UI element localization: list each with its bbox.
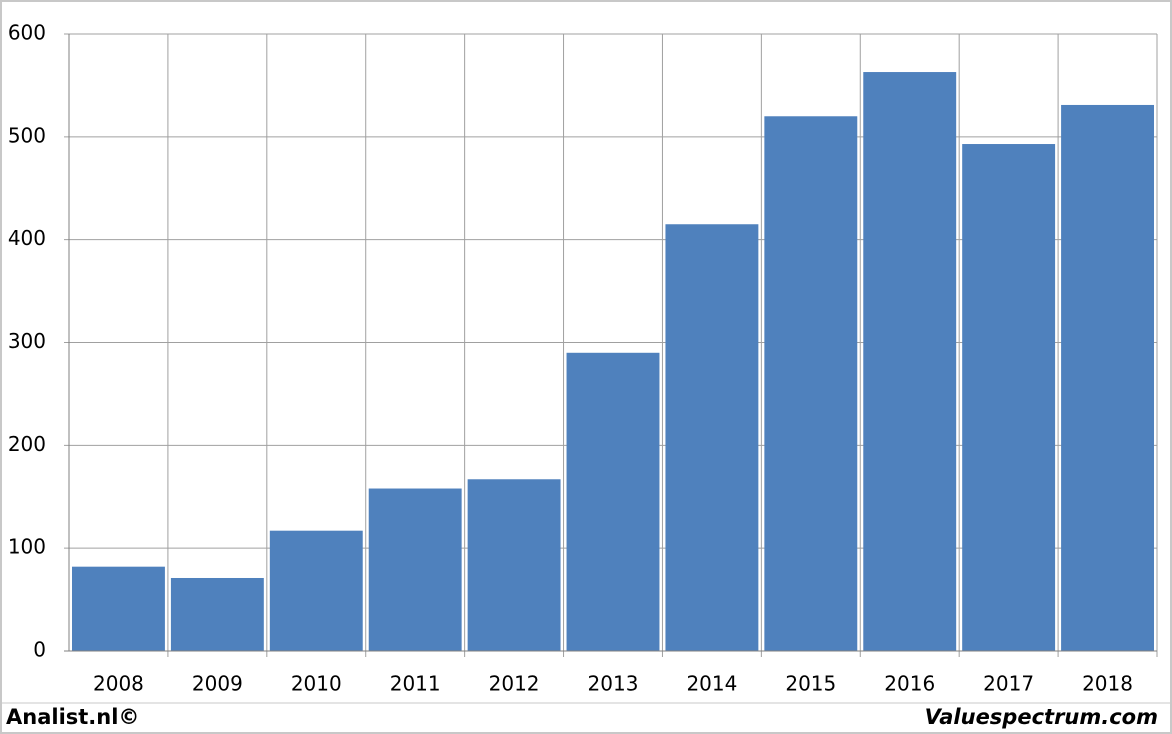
- bar: [368, 488, 462, 651]
- x-tick-label: 2014: [686, 672, 737, 696]
- bar: [764, 116, 858, 652]
- y-tick-label: 300: [8, 329, 46, 353]
- x-tick-label: 2013: [588, 672, 639, 696]
- bar: [962, 144, 1056, 651]
- y-tick-label: 200: [8, 432, 46, 456]
- bar: [665, 224, 759, 651]
- x-tick-label: 2011: [390, 672, 441, 696]
- bar: [863, 72, 957, 651]
- x-tick-label: 2018: [1082, 672, 1133, 696]
- x-tick-label: 2008: [93, 672, 144, 696]
- x-tick-label: 2009: [192, 672, 243, 696]
- x-tick-label: 2016: [884, 672, 935, 696]
- source-left: Analist.nl©: [6, 705, 139, 729]
- source-right: Valuespectrum.com: [925, 705, 1158, 729]
- x-tick-label: 2015: [785, 672, 836, 696]
- y-tick-label: 600: [8, 21, 46, 45]
- bar: [269, 530, 363, 651]
- bar: [72, 566, 165, 651]
- y-tick-label: 100: [8, 535, 46, 559]
- y-tick-label: 500: [8, 123, 46, 147]
- y-tick-label: 0: [33, 638, 46, 662]
- bar: [1061, 104, 1154, 651]
- bar: [566, 352, 660, 651]
- x-tick-label: 2010: [291, 672, 342, 696]
- bar: [467, 479, 561, 651]
- y-tick-label: 400: [8, 226, 46, 250]
- bar: [170, 577, 264, 651]
- x-tick-label: 2012: [489, 672, 540, 696]
- x-tick-label: 2017: [983, 672, 1034, 696]
